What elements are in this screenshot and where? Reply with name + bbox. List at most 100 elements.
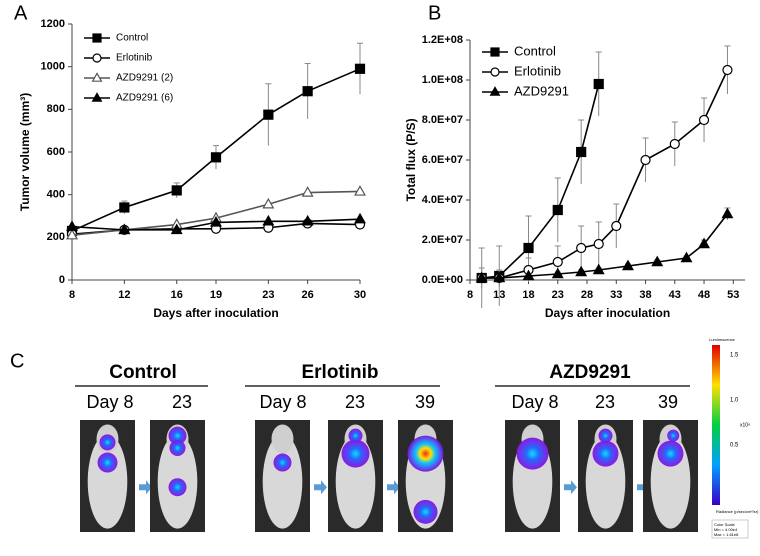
marker-triangle	[475, 271, 488, 283]
day-label: 39	[658, 392, 678, 412]
marker-triangle	[622, 259, 634, 271]
group-title: Control	[109, 362, 177, 383]
x-tick-label: 30	[354, 289, 366, 301]
x-tick-label: 23	[262, 289, 274, 301]
arrow	[139, 480, 152, 495]
signal	[97, 452, 118, 473]
y-tick-label: 4.0E+07	[422, 194, 463, 206]
panel-label: A	[14, 2, 28, 24]
marker-square	[523, 242, 534, 254]
legend-marker	[91, 92, 103, 102]
day-label: 23	[595, 392, 615, 412]
marker-triangle	[551, 267, 564, 279]
panel-label: C	[10, 350, 24, 372]
marker-circle	[722, 64, 733, 76]
x-tick-label: 16	[171, 289, 183, 301]
x-axis-title: Days after inoculation	[545, 306, 670, 320]
marker-triangle	[301, 214, 314, 226]
marker-triangle	[575, 265, 588, 277]
scale-text: Color Scale	[714, 522, 735, 527]
y-tick-label: 0.0E+00	[422, 274, 463, 286]
y-tick-label: 800	[47, 103, 65, 115]
scale-box	[711, 519, 749, 539]
x-tick-label: 43	[669, 289, 681, 301]
colorbar-tick: 1.5	[730, 353, 739, 359]
marker-triangle	[651, 255, 664, 267]
signal	[592, 440, 619, 467]
mouse-body	[262, 434, 303, 529]
x-tick-label: 8	[467, 289, 473, 301]
marker-circle	[593, 238, 604, 250]
y-tick-label: 1000	[41, 61, 65, 73]
arrow	[314, 480, 327, 495]
marker-circle	[669, 138, 680, 150]
marker-triangle	[170, 223, 183, 235]
signal	[667, 429, 680, 442]
marker-triangle	[522, 269, 535, 281]
signal	[168, 426, 187, 445]
marker-square	[354, 63, 366, 74]
y-tick-label: 2.0E+07	[422, 234, 463, 246]
marker-square	[119, 202, 130, 213]
marker-square	[302, 86, 313, 97]
legend-marker	[92, 33, 102, 43]
x-tick-label: 28	[581, 289, 593, 301]
marker-circle	[552, 256, 563, 268]
x-tick-label: 26	[302, 289, 314, 301]
legend-label: AZD9291 (2)	[116, 73, 173, 84]
arrow	[564, 480, 577, 495]
mouse-body	[87, 434, 128, 529]
legend-label: Erlotinib	[514, 63, 561, 78]
x-tick-label: 8	[69, 289, 75, 301]
y-tick-label: 0	[59, 274, 65, 286]
y-tick-label: 600	[47, 146, 65, 158]
signal	[99, 434, 116, 451]
colorbar-tick: 1.0	[730, 398, 739, 404]
marker-square	[552, 204, 563, 216]
mouse-head	[271, 424, 294, 454]
day-label: 23	[345, 392, 365, 412]
marker-triangle	[354, 185, 366, 196]
y-tick-label: 400	[47, 189, 65, 201]
signal	[516, 437, 549, 470]
marker-circle	[698, 114, 710, 126]
legend-marker	[92, 53, 102, 63]
y-tick-label: 1200	[41, 18, 65, 30]
day-label: Day 8	[511, 392, 558, 412]
y-tick-label: 1.2E+08	[422, 34, 463, 46]
day-label: Day 8	[259, 392, 306, 412]
colorbar-unit: x10⁸	[740, 422, 750, 428]
legend-marker	[490, 67, 500, 77]
x-tick-label: 48	[698, 289, 710, 301]
signal	[598, 428, 613, 443]
marker-triangle	[262, 214, 275, 226]
group-title: Erlotinib	[301, 362, 378, 383]
marker-triangle	[210, 216, 222, 227]
series-line	[481, 213, 729, 279]
marker-square	[576, 146, 587, 158]
marker-circle	[576, 242, 587, 254]
y-tick-label: 1.0E+08	[422, 74, 463, 86]
signal	[348, 428, 363, 443]
colorbar-tick: 0.5	[730, 443, 739, 449]
panel-label: B	[428, 2, 441, 24]
x-tick-label: 38	[639, 289, 651, 301]
marker-square	[263, 109, 274, 120]
marker-triangle	[721, 207, 734, 219]
day-label: 23	[172, 392, 192, 412]
signal	[657, 440, 684, 467]
series-line	[481, 69, 729, 279]
y-tick-label: 6.0E+07	[422, 154, 463, 166]
legend-label: AZD9291	[514, 83, 569, 98]
signal	[341, 439, 370, 468]
marker-triangle	[262, 197, 275, 209]
y-axis-title: Total flux (P/S)	[404, 118, 418, 201]
marker-triangle	[301, 186, 314, 197]
legend-marker	[489, 86, 501, 96]
x-tick-label: 12	[118, 289, 130, 301]
marker-square	[210, 152, 222, 163]
signal	[168, 478, 187, 497]
marker-triangle	[66, 220, 78, 231]
scale-text: Max = 1.61e8	[714, 532, 739, 537]
